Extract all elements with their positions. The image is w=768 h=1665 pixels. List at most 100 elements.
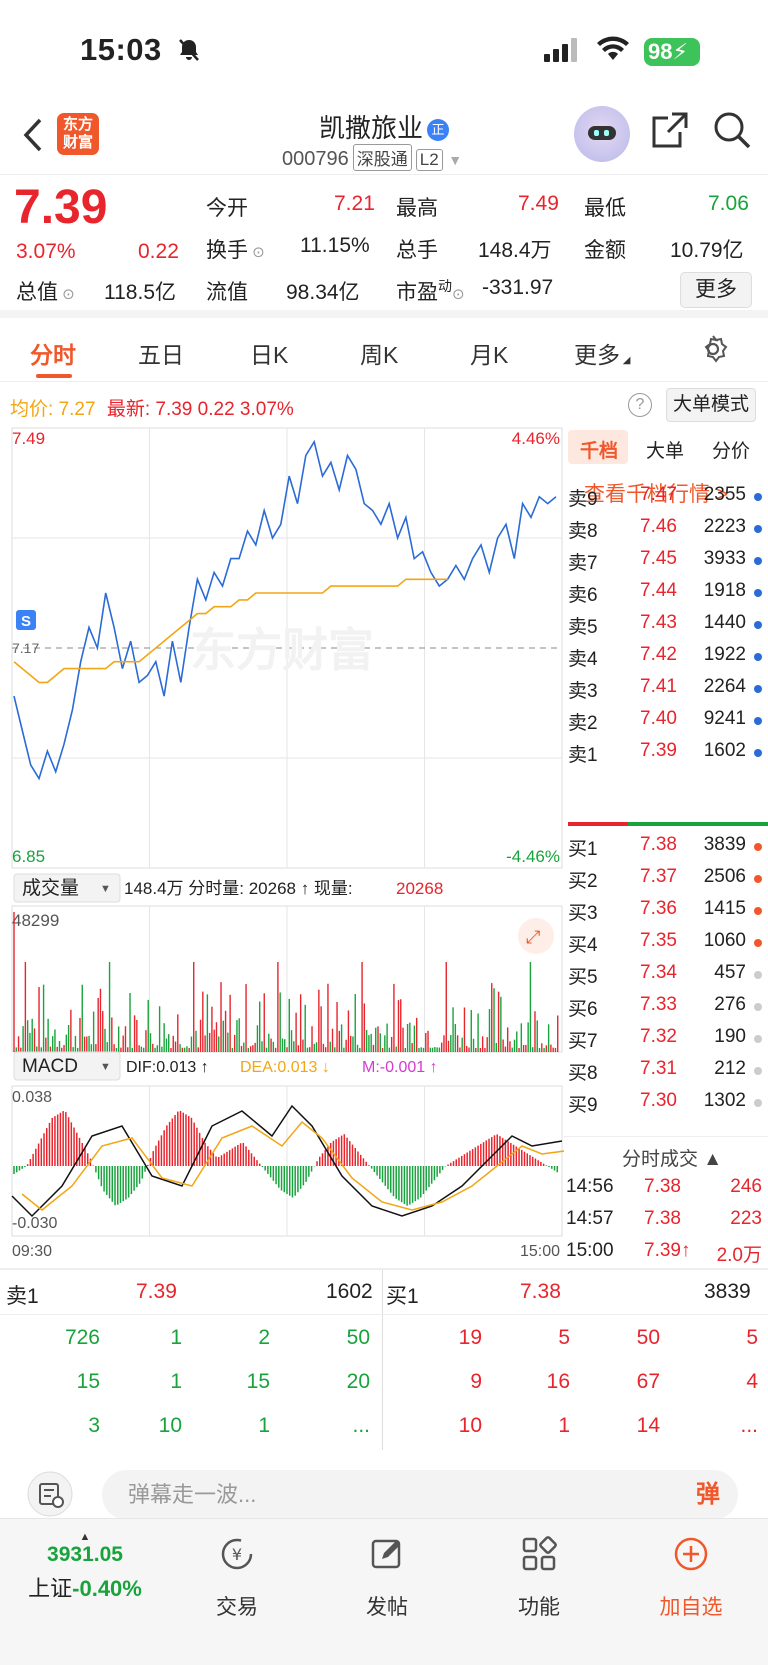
queue-cell: 15	[76, 1370, 100, 1393]
queue-cell: 50	[636, 1326, 660, 1349]
svg-text:⤢: ⤢	[526, 927, 541, 947]
ask-row[interactable]: 卖7 7.45 3933	[564, 548, 768, 578]
tick-time: 15:00	[566, 1240, 614, 1261]
function-button[interactable]: 功能	[494, 1535, 584, 1619]
mktcap-value: 118.5亿	[104, 281, 176, 304]
level-label: 卖1	[568, 745, 598, 766]
wifi-icon	[597, 36, 629, 60]
dropdown-caret-icon[interactable]: ▼	[448, 152, 463, 168]
level-label: 卖5	[568, 617, 598, 638]
ask-row[interactable]: 卖5 7.43 1440	[564, 612, 768, 642]
ask-row[interactable]: 卖2 7.40 9241	[564, 708, 768, 738]
intraday-chart[interactable]: 东方财富 7.49 6.85 4.46% -4.46% 7.17 S 成交量 ▼ 148.4万 分…	[0, 424, 564, 1268]
level-dot	[754, 717, 762, 725]
bid-row[interactable]: 买6 7.33 276	[564, 994, 768, 1024]
level-dot	[754, 653, 762, 661]
amount-label: 金额	[584, 239, 626, 262]
stock-code-row[interactable]: 000796 深股通 L2 ▼	[282, 144, 462, 171]
dropdown-caret-icon: ▼	[100, 1061, 111, 1073]
big-order-mode-button[interactable]: 大单模式	[666, 388, 756, 422]
level-dot	[754, 971, 762, 979]
bid-row[interactable]: 买9 7.30 1302	[564, 1090, 768, 1120]
ask-row[interactable]: 卖3 7.41 2264	[564, 676, 768, 706]
tab-week-k[interactable]: 周K	[360, 342, 399, 368]
level-label: 买9	[568, 1095, 598, 1116]
level-dot	[754, 685, 762, 693]
book-tab-depth[interactable]: 千档	[580, 441, 619, 462]
dif-line	[11, 1104, 563, 1218]
queue-cell: 2	[258, 1326, 270, 1349]
danmu-input[interactable]: 弹幕走一波...	[102, 1470, 738, 1520]
level-dot	[754, 1099, 762, 1107]
queue-cell: 16	[546, 1370, 570, 1393]
tick-row: 15:00 7.39↑ 2.0万	[564, 1240, 768, 1270]
stock-name: 凯撒旅业	[318, 113, 423, 143]
bid-row[interactable]: 买4 7.35 1060	[564, 930, 768, 960]
queue-cell: 19	[458, 1326, 482, 1349]
more-button[interactable]: 更多	[680, 272, 752, 308]
level-price: 7.40	[640, 708, 677, 729]
volume-label: 成交量	[22, 877, 79, 899]
level-price: 7.36	[640, 898, 677, 919]
add-watchlist-button[interactable]: 加自选	[646, 1535, 736, 1619]
tab-five-day[interactable]: 五日	[138, 342, 184, 368]
share-icon[interactable]	[650, 110, 690, 150]
index-widget[interactable]: ▲ 3931.05 上证-0.40%	[10, 1531, 160, 1603]
danmu-settings-icon[interactable]	[26, 1470, 74, 1518]
bid-row[interactable]: 买2 7.37 2506	[564, 866, 768, 896]
tab-day-k[interactable]: 日K	[250, 342, 289, 368]
bid-row[interactable]: 买5 7.34 457	[564, 962, 768, 992]
queue-cell: 1	[558, 1414, 570, 1437]
help-icon[interactable]: ?	[628, 393, 652, 417]
danmu-button[interactable]: 弹	[696, 1481, 720, 1508]
signal-icon	[544, 38, 577, 62]
info-icon[interactable]: ⊙	[452, 286, 465, 303]
bid-row[interactable]: 买3 7.36 1415	[564, 898, 768, 928]
ask-row[interactable]: 卖6 7.44 1918	[564, 580, 768, 610]
edit-icon	[371, 1539, 401, 1569]
assistant-robot-avatar[interactable]	[574, 106, 630, 162]
app-logo[interactable]: 东方 财富	[57, 113, 99, 155]
bid-row[interactable]: 买8 7.31 212	[564, 1058, 768, 1088]
queue-cell: 3	[88, 1414, 100, 1437]
tick-time: 14:56	[566, 1176, 614, 1197]
info-icon[interactable]: ⊙	[248, 244, 265, 261]
ask-row[interactable]: 卖1 7.39 1602	[564, 740, 768, 770]
level-label: 卖9	[568, 489, 598, 510]
tab-underline	[36, 374, 72, 378]
search-icon[interactable]	[712, 110, 752, 150]
post-button[interactable]: 发帖	[342, 1535, 432, 1619]
bid-row[interactable]: 买1 7.38 3839	[564, 834, 768, 864]
level-volume: 1415	[703, 898, 746, 919]
svg-text:¥: ¥	[232, 1545, 242, 1564]
tab-intraday[interactable]: 分时	[30, 342, 76, 368]
s-marker-icon	[16, 610, 36, 630]
trade-button[interactable]: ¥ 交易	[192, 1535, 282, 1619]
book-tab-price[interactable]: 分价	[712, 441, 751, 462]
queue-cell: 10	[458, 1414, 482, 1437]
level-price: 7.46	[640, 516, 677, 537]
ask-row[interactable]: 卖4 7.42 1922	[564, 644, 768, 674]
book-tab-bigorder[interactable]: 大单	[646, 441, 685, 462]
tab-month-k[interactable]: 月K	[470, 342, 509, 368]
tick-volume: 2.0万	[716, 1245, 762, 1266]
queue-cell: 1	[258, 1414, 270, 1437]
depth-quote-link[interactable]: 查看千档行情 >	[584, 483, 729, 506]
level-price: 7.44	[640, 580, 677, 601]
info-icon[interactable]: ⊙	[58, 286, 75, 303]
level-price: 7.34	[640, 962, 677, 983]
dropdown-caret-icon: ▼	[100, 883, 111, 895]
index-pct: -0.40%	[72, 1576, 142, 1601]
tick-volume: 246	[730, 1176, 762, 1197]
ask-row[interactable]: 卖8 7.46 2223	[564, 516, 768, 546]
ticks-title[interactable]: 分时成交 ▲	[622, 1149, 723, 1170]
ask-row[interactable]: 卖9 7.47 2355	[564, 484, 768, 514]
prev-close-label: 7.17	[12, 640, 39, 656]
tab-more[interactable]: 更多 ◢	[574, 342, 631, 368]
order-queue: 卖1 7.39 1602 买1 7.38 3839 726 1 2 50 15 1 15 20…	[0, 1268, 768, 1452]
add-watchlist-label: 加自选	[659, 1596, 723, 1619]
gear-icon[interactable]	[698, 334, 728, 364]
back-arrow-icon[interactable]	[22, 116, 46, 154]
bid-row[interactable]: 买7 7.32 190	[564, 1026, 768, 1056]
level-dot	[754, 843, 762, 851]
